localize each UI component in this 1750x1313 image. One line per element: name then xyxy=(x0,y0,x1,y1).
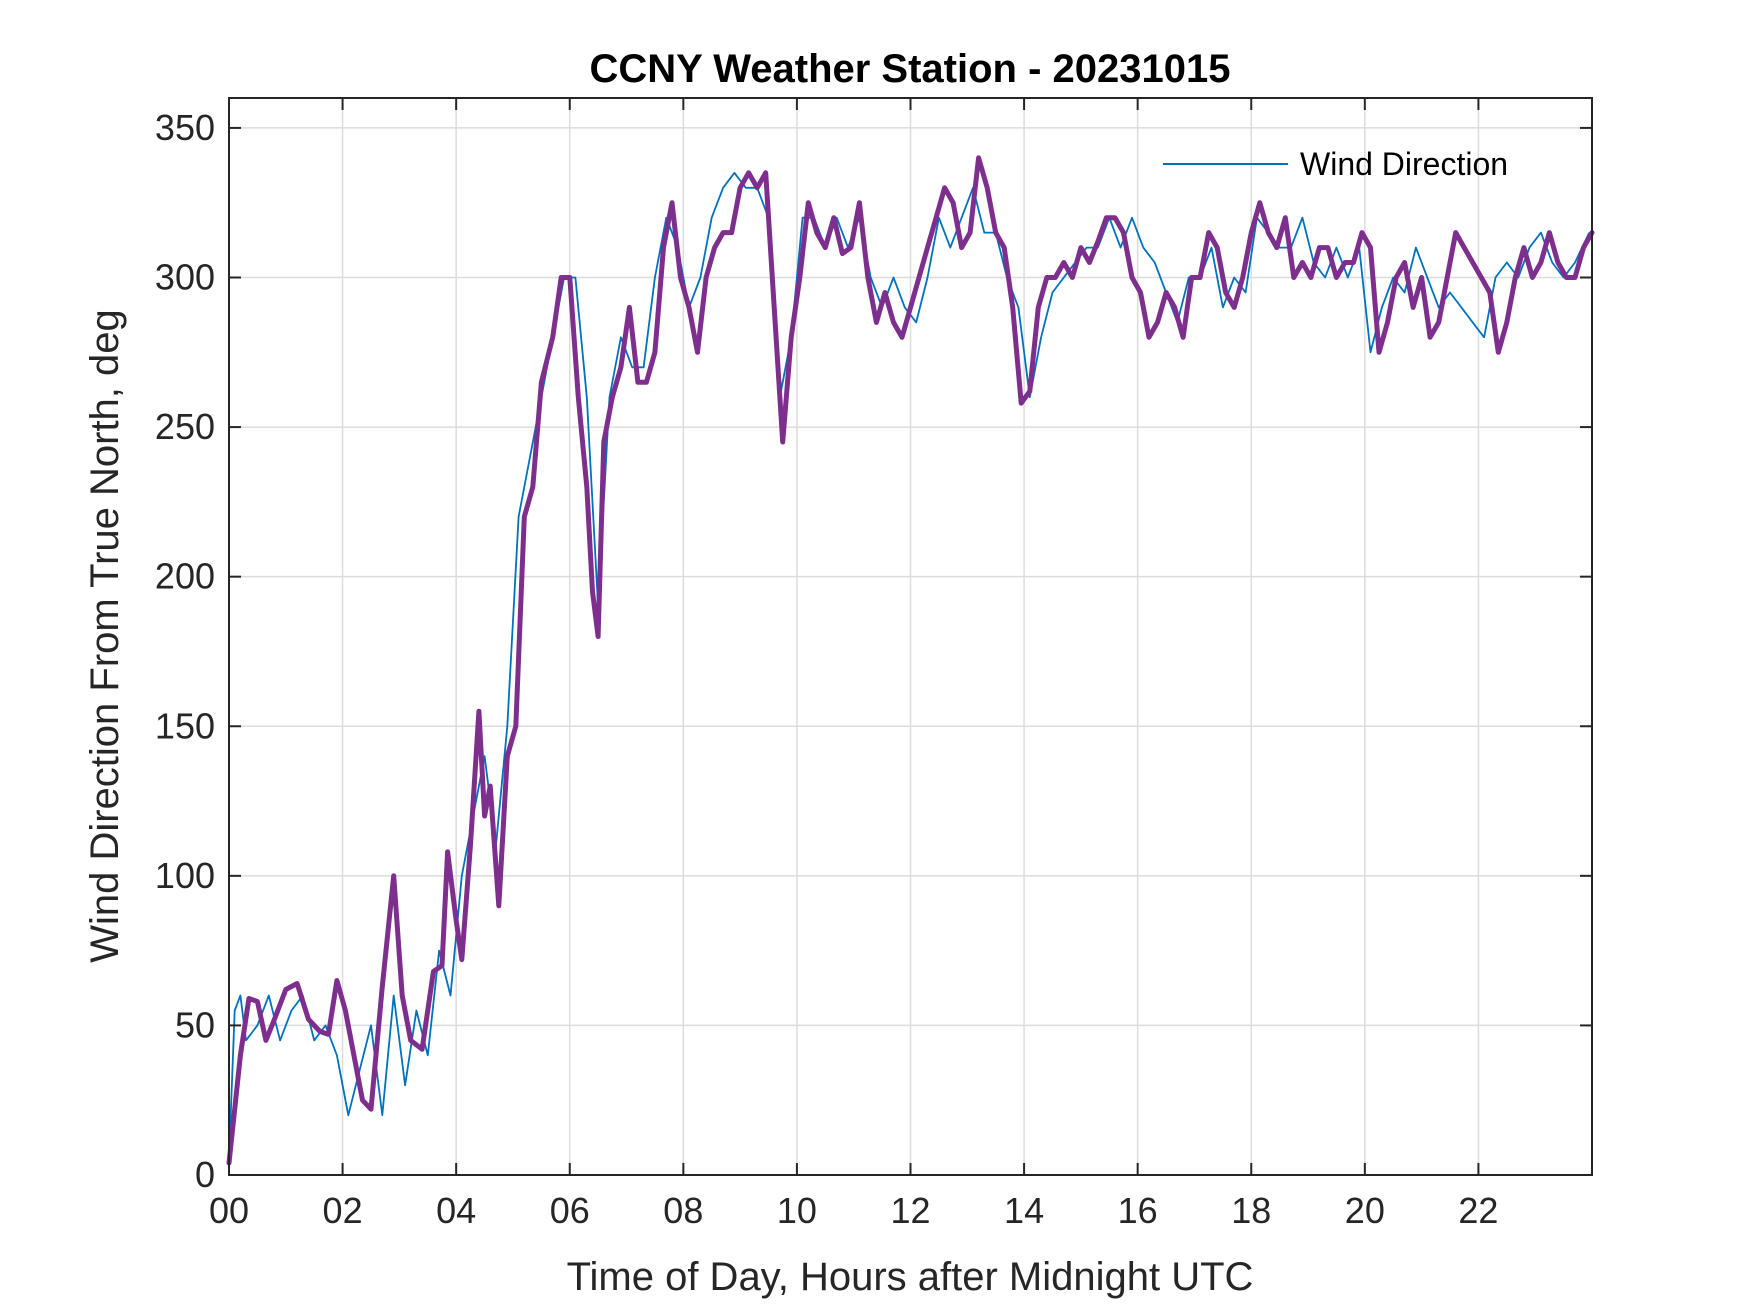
series-line-smoothed xyxy=(226,155,1595,1166)
y-tick-label: 50 xyxy=(175,1004,215,1045)
y-tick-label: 200 xyxy=(155,556,215,597)
smoothed-series-layer xyxy=(226,155,1595,1166)
x-tick-label: 22 xyxy=(1458,1190,1498,1231)
x-tick-label: 12 xyxy=(890,1190,930,1231)
axis-ticks: 00 02 04 06 08 10 12 14 16 18 20 22 0 50 100 150 200 250 3… xyxy=(155,98,1592,1231)
x-axis-label: Time of Day, Hours after Midnight UTC xyxy=(567,1255,1254,1299)
y-axis-label: Wind Direction From True North, deg xyxy=(83,309,127,963)
x-tick-label: 14 xyxy=(1004,1190,1044,1231)
x-tick-label: 02 xyxy=(323,1190,363,1231)
y-tick-label: 350 xyxy=(155,107,215,148)
y-tick-label: 100 xyxy=(155,855,215,896)
legend: Wind Direction xyxy=(1163,146,1508,182)
x-tick-label: 04 xyxy=(436,1190,476,1231)
y-tick-label: 300 xyxy=(155,257,215,298)
x-tick-label: 20 xyxy=(1345,1190,1385,1231)
x-tick-label: 18 xyxy=(1231,1190,1271,1231)
y-tick-label: 0 xyxy=(195,1154,215,1195)
x-tick-label: 08 xyxy=(663,1190,703,1231)
y-tick-label: 150 xyxy=(155,705,215,746)
grid-lines xyxy=(228,98,1592,1176)
x-tick-label: 16 xyxy=(1118,1190,1158,1231)
chart-title: CCNY Weather Station - 20231015 xyxy=(590,47,1231,91)
legend-label-wind-direction: Wind Direction xyxy=(1300,146,1508,182)
x-tick-label: 10 xyxy=(777,1190,817,1231)
x-tick-label: 06 xyxy=(550,1190,590,1231)
x-tick-label: 00 xyxy=(209,1190,249,1231)
y-tick-label: 250 xyxy=(155,406,215,447)
